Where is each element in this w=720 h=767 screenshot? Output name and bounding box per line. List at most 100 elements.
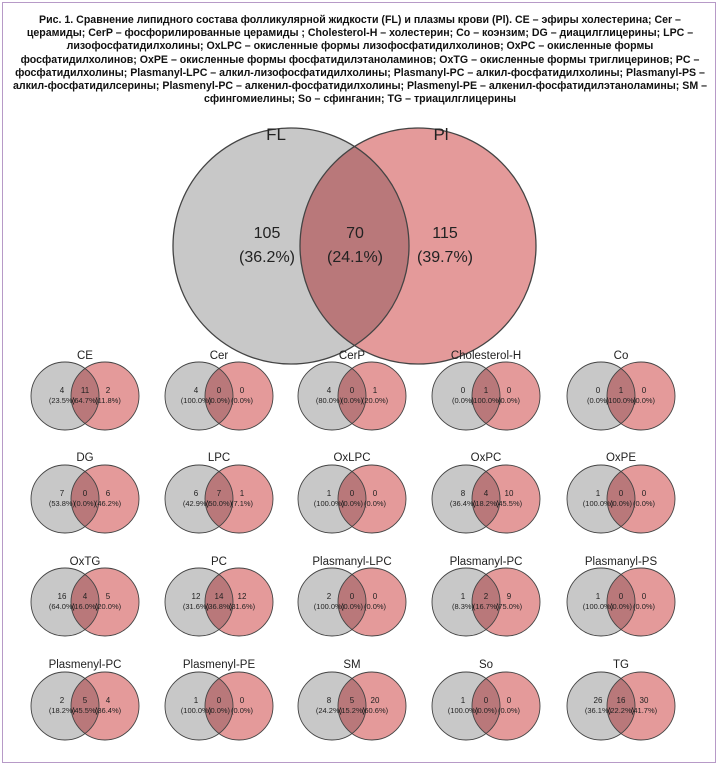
shared-percent: (50.0%)	[206, 499, 233, 508]
shared-count: 1	[619, 386, 624, 395]
left-percent: (100.0%)	[314, 499, 345, 508]
left-set-outline	[172, 127, 410, 365]
left-count: 12	[192, 592, 201, 601]
left-count: 7	[60, 489, 65, 498]
right-percent: (7.1%)	[231, 499, 254, 508]
left-percent: (100.0%)	[314, 602, 345, 611]
overlap-region	[607, 568, 635, 636]
overlap-region	[71, 362, 99, 430]
overlap-region	[607, 362, 635, 430]
overlap-region	[338, 568, 366, 636]
shared-count: 11	[81, 386, 90, 395]
left-count: 0	[596, 386, 601, 395]
right-set-outline	[337, 671, 407, 741]
fl-label: FL	[266, 125, 286, 144]
left-percent: (42.9%)	[183, 499, 210, 508]
shared-percent: (100.0%)	[606, 396, 637, 405]
left-percent: (100.0%)	[583, 602, 614, 611]
shared-count: 5	[350, 696, 355, 705]
right-set-outline	[70, 567, 140, 637]
right-set-outline	[70, 671, 140, 741]
left-set-outline	[431, 361, 501, 431]
venn-title: LPC	[208, 452, 230, 464]
overlap-region	[71, 672, 99, 740]
shared-count: 1	[484, 386, 489, 395]
venn-title: PC	[211, 556, 227, 568]
right-set-outline	[471, 464, 541, 534]
overlap-region	[205, 362, 233, 430]
right-percent: (0.0%)	[364, 602, 387, 611]
shared-percent: (15.2%)	[339, 706, 366, 715]
venn-title: OxTG	[70, 556, 101, 568]
left-count: 2	[60, 696, 65, 705]
right-count: 12	[238, 592, 247, 601]
right-count: 20	[371, 696, 380, 705]
fl-only-percent: (36.2%)	[239, 249, 295, 266]
right-percent: (20.0%)	[95, 602, 122, 611]
shared-count: 0	[350, 489, 355, 498]
right-count: 1	[373, 386, 378, 395]
overlap-region	[338, 672, 366, 740]
venn-plasmenyl-pc: Plasmenyl-PC 2(18.2%) 5(45.5%) 4(36.4%)	[30, 659, 140, 741]
left-count: 4	[194, 386, 199, 395]
right-set-outline	[471, 361, 541, 431]
right-set-outline	[471, 567, 541, 637]
venn-title: DG	[76, 452, 93, 464]
venn-title: So	[479, 659, 493, 671]
left-count: 8	[461, 489, 466, 498]
venn-title: Cer	[210, 350, 229, 362]
shared-percent: (0.0%)	[208, 706, 231, 715]
right-set-outline	[204, 567, 274, 637]
venn-title: OxPC	[471, 452, 502, 464]
shared-count: 14	[215, 592, 224, 601]
venn-title: Cholesterol-H	[451, 350, 521, 362]
left-set-outline	[164, 671, 234, 741]
overlap-region	[472, 568, 500, 636]
left-percent: (64.0%)	[49, 602, 76, 611]
left-percent: (36.1%)	[585, 706, 612, 715]
right-percent: (31.6%)	[229, 602, 256, 611]
left-set-outline	[431, 464, 501, 534]
shared-count: 0	[619, 489, 624, 498]
left-count: 1	[461, 592, 466, 601]
shared-percent: (100.0%)	[471, 396, 502, 405]
shared-percent: (0.0%)	[610, 499, 633, 508]
left-count: 1	[327, 489, 332, 498]
venn-title: Plasmanyl-PC	[450, 556, 523, 568]
pl-label: Pl	[433, 125, 448, 144]
venn-plasmenyl-pe: Plasmenyl-PE1(100.0%)0(0.0%)0(0.0%)	[164, 659, 274, 741]
venn-title: Co	[614, 350, 629, 362]
left-count: 16	[58, 592, 67, 601]
venn-tg: TG 26(36.1%) 16(22.2%) 30(41.7%)	[566, 659, 676, 741]
venn-oxpc: OxPC 8(36.4%) 4(18.2%) 10(45.5%)	[431, 452, 541, 534]
venn-sm: SM 8(24.2%) 5(15.2%) 20(60.6%)	[297, 659, 407, 741]
right-percent: (20.0%)	[362, 396, 389, 405]
left-percent: (24.2%)	[316, 706, 343, 715]
fl-only-count: 105	[254, 225, 281, 242]
left-set-outline	[297, 567, 367, 637]
left-set-outline	[566, 671, 636, 741]
left-set-outline	[431, 567, 501, 637]
shared-percent: (0.0%)	[475, 706, 498, 715]
shared-percent: (64.7%)	[72, 396, 99, 405]
shared-count: 0	[484, 696, 489, 705]
left-percent: (36.4%)	[450, 499, 477, 508]
right-count: 0	[507, 696, 512, 705]
venn-cerp: CerP 4(80.0%) 0(0.0%) 1(20.0%)	[297, 350, 407, 431]
venn-plasmanyl-pc: Plasmanyl-PC 1(8.3%) 2(16.7%) 9(75.0%)	[431, 556, 541, 637]
right-count: 4	[106, 696, 111, 705]
right-percent: (0.0%)	[498, 396, 521, 405]
right-count: 10	[505, 489, 514, 498]
venn-lpc: LPC 6(42.9%) 7(50.0%) 1(7.1%)	[164, 452, 274, 534]
left-count: 8	[327, 696, 332, 705]
left-percent: (0.0%)	[587, 396, 610, 405]
left-percent: (23.5%)	[49, 396, 76, 405]
right-percent: (0.0%)	[498, 706, 521, 715]
left-set-outline	[30, 671, 100, 741]
right-percent: (41.7%)	[631, 706, 658, 715]
left-count: 4	[327, 386, 332, 395]
venn-title: CerP	[339, 350, 366, 362]
